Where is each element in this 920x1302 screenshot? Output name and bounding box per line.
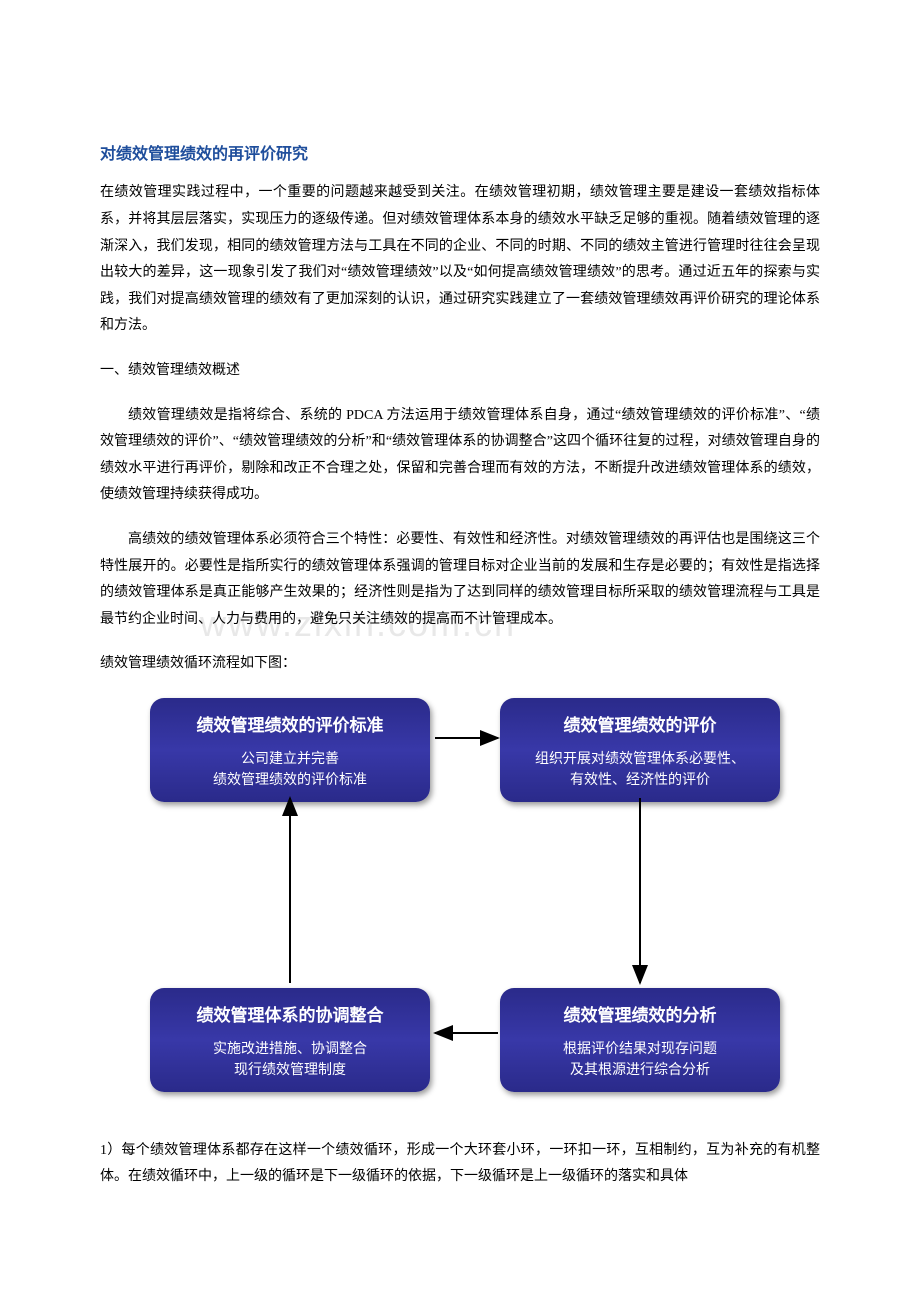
intro-paragraph: 在绩效管理实践过程中，一个重要的问题越来越受到关注。在绩效管理初期，绩效管理主要… (100, 180, 820, 340)
section-1-heading: 一、绩效管理绩效概述 (100, 358, 820, 385)
document-title: 对绩效管理绩效的再评价研究 (100, 140, 820, 170)
paragraph-3: 1）每个绩效管理体系都存在这样一个绩效循环，形成一个大环套小环，一环扣一环，互相… (100, 1138, 820, 1191)
paragraph-2: 高绩效的绩效管理体系必须符合三个特性：必要性、有效性和经济性。对绩效管理绩效的再… (100, 527, 820, 633)
paragraph-1: 绩效管理绩效是指将综合、系统的 PDCA 方法运用于绩效管理体系自身，通过“绩效… (100, 403, 820, 509)
flowchart-diagram: 绩效管理绩效的评价标准 公司建立并完善绩效管理绩效的评价标准 绩效管理绩效的评价… (100, 688, 820, 1118)
diagram-caption: 绩效管理绩效循环流程如下图： (100, 651, 820, 678)
flowchart-arrows (100, 688, 820, 1118)
